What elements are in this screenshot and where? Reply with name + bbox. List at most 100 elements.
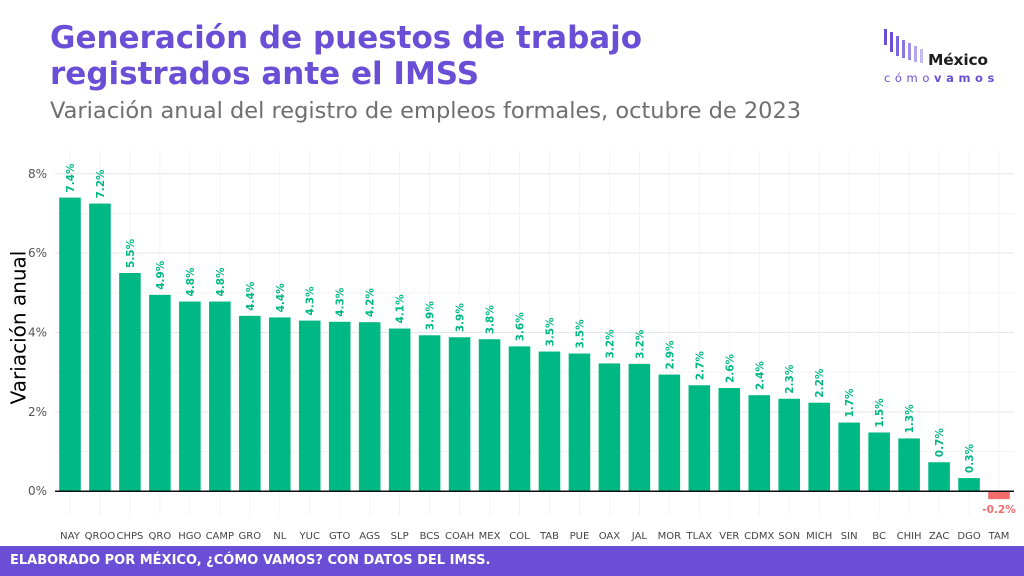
bar-chart: 0% 2% 4% 6% 8% 7.4% 7.2% 5.5% 4.9% 4.8% 4.8% 4.4% 4… (7, 150, 1016, 542)
bar (59, 197, 81, 492)
data-label: 3.6% (515, 312, 527, 342)
data-label: 3.9% (425, 301, 437, 331)
data-label: 3.2% (634, 329, 646, 359)
data-label: -0.2% (982, 504, 1016, 516)
bar (598, 363, 621, 492)
y-tick-labels: 0% 2% 4% 6% 8% (28, 167, 47, 498)
data-label: 3.5% (544, 317, 556, 347)
x-tick-label: GRO (239, 531, 262, 542)
bar (868, 432, 890, 492)
x-tick-label: MEX (479, 531, 501, 542)
data-label: 2.3% (784, 364, 796, 394)
x-tick-label: CAMP (206, 531, 234, 542)
data-labels: 7.4% 7.2% 5.5% 4.9% 4.8% 4.8% 4.4% 4.4% 4.3% 4.3%… (65, 163, 1016, 516)
footer-credit: ELABORADO POR MÉXICO, ¿CÓMO VAMOS? CON D… (10, 553, 491, 568)
data-label: 1.7% (844, 388, 856, 418)
logo-tagline-bold: vamos (934, 71, 999, 85)
x-tick-label: SIN (841, 531, 858, 542)
bar (508, 346, 531, 492)
x-tick-label: PUE (570, 531, 590, 542)
bar (838, 422, 860, 492)
x-tick-label: TAB (539, 531, 559, 542)
bar (658, 374, 681, 492)
data-label: 4.4% (245, 281, 257, 311)
logo-tagline-light: cómo (884, 71, 934, 85)
bar (778, 398, 801, 492)
y-tick-label: 2% (28, 405, 47, 419)
x-tick-label: CDMX (744, 531, 774, 542)
bar (298, 320, 321, 492)
bars-logo-icon (884, 29, 923, 63)
x-tick-label: YUC (299, 531, 320, 542)
x-tick-label: GTO (329, 531, 351, 542)
x-tick-labels: NAY QROO CHPS QRO HGO CAMP GRO NL YUC GTO AGS SLP BC… (60, 531, 1009, 542)
bar (958, 478, 980, 492)
bar (808, 402, 830, 492)
bar (448, 337, 471, 492)
x-tick-label: SLP (391, 531, 409, 542)
bar (478, 339, 501, 492)
x-tick-label: DGO (957, 531, 980, 542)
data-label: 7.2% (95, 169, 107, 199)
x-tick-label: HGO (178, 531, 201, 542)
y-tick-label: 0% (28, 484, 47, 498)
logo-wordmark: México (928, 51, 988, 69)
bar (239, 315, 261, 492)
x-tick-label: CHIH (897, 531, 922, 542)
x-tick-label: SON (778, 531, 800, 542)
data-label: 3.8% (485, 305, 497, 335)
x-tick-label: MICH (806, 531, 832, 542)
bar (718, 388, 741, 492)
bar (388, 328, 411, 492)
x-tick-label: ZAC (929, 531, 950, 542)
brand-logo: México cómovamos (882, 26, 1008, 86)
y-tick-label: 8% (28, 167, 47, 181)
bar (179, 301, 201, 492)
data-label: 1.5% (874, 398, 886, 428)
y-tick-label: 4% (28, 326, 47, 340)
chart-title-line-1: Generación de puestos de trabajo (50, 20, 643, 56)
data-label: 4.1% (395, 294, 407, 324)
chart-subtitle: Variación anual del registro de empleos … (50, 98, 802, 124)
y-axis-label: Variación anual (7, 251, 31, 405)
data-label: 1.3% (904, 404, 916, 434)
data-label: 4.2% (365, 288, 377, 318)
x-tick-label: QRO (149, 531, 172, 542)
x-tick-label: BC (872, 531, 886, 542)
x-tick-label: COAH (445, 531, 474, 542)
x-tick-label: CHPS (116, 531, 143, 542)
data-label: 0.3% (964, 444, 976, 474)
data-label: 3.2% (604, 329, 616, 359)
data-label: 2.9% (664, 340, 676, 370)
data-label: 4.3% (305, 286, 317, 316)
data-label: 4.8% (185, 267, 197, 297)
bar (628, 363, 651, 492)
logo-tagline: cómovamos (884, 71, 999, 85)
bar (328, 321, 351, 492)
data-label: 2.4% (754, 361, 766, 391)
x-tick-label: TAM (988, 531, 1010, 542)
chart-title: Generación de puestos de trabajo registr… (50, 20, 642, 92)
bar (149, 294, 171, 492)
data-label: 3.9% (455, 303, 467, 333)
data-label: 0.7% (934, 428, 946, 458)
x-tick-label: AGS (359, 531, 380, 542)
data-label: 3.5% (574, 319, 586, 349)
x-tick-label: OAX (599, 531, 621, 542)
bar (358, 322, 381, 492)
data-label: 7.4% (65, 163, 77, 193)
x-tick-label: COL (509, 531, 530, 542)
data-label: 2.2% (814, 368, 826, 398)
x-tick-label: NAY (60, 531, 81, 542)
bar (418, 335, 441, 492)
bars (59, 197, 1010, 500)
bar (688, 385, 711, 492)
data-label: 5.5% (125, 238, 137, 268)
x-tick-label: QROO (85, 531, 116, 542)
bar (898, 438, 920, 492)
data-label: 2.7% (694, 351, 706, 381)
bar (538, 351, 561, 492)
data-label: 4.3% (335, 287, 347, 317)
bar (268, 317, 291, 492)
x-tick-label: NL (273, 531, 286, 542)
